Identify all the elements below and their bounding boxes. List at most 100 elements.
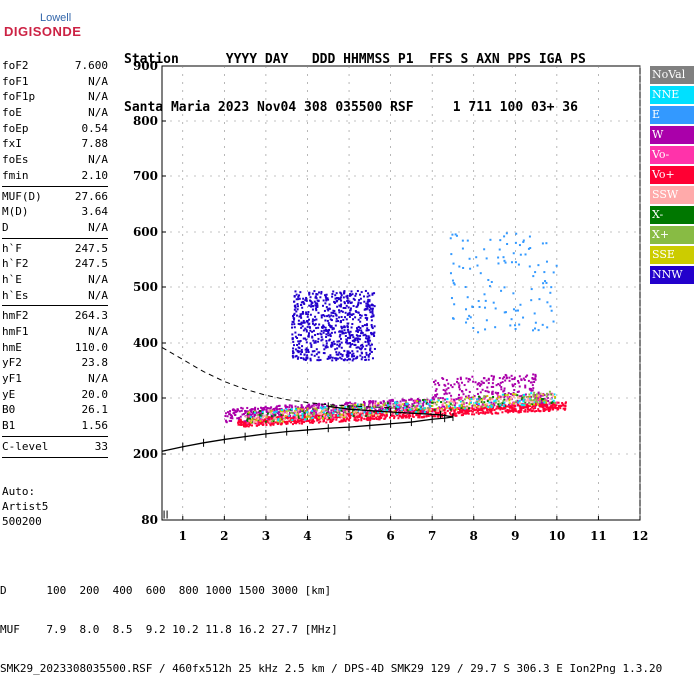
echo-point — [477, 331, 480, 334]
echo-point — [484, 406, 487, 409]
echo-point — [300, 301, 303, 304]
echo-point — [320, 406, 323, 409]
echo-point — [519, 253, 522, 256]
echo-point — [257, 407, 260, 410]
echo-point — [440, 408, 443, 411]
echo-point — [511, 383, 514, 386]
echo-point — [368, 339, 371, 342]
echo-point — [365, 329, 368, 332]
echo-point — [549, 405, 552, 408]
echo-point — [292, 412, 295, 415]
echo-point — [512, 402, 515, 405]
echo-point — [462, 412, 465, 415]
echo-point — [474, 404, 477, 407]
echo-point — [240, 406, 243, 409]
echo-point — [436, 408, 439, 411]
echo-point — [484, 412, 487, 415]
echo-point — [279, 414, 282, 417]
echo-point — [317, 404, 320, 407]
echo-point — [337, 416, 340, 419]
echo-point — [451, 233, 454, 236]
echo-point — [305, 420, 308, 423]
echo-point — [356, 419, 359, 422]
echo-point — [514, 324, 517, 327]
echo-point — [555, 401, 558, 404]
echo-point — [363, 411, 366, 414]
echo-point — [307, 332, 310, 335]
echo-point — [302, 357, 305, 360]
echo-point — [236, 409, 239, 412]
station-header: Station YYYY DAY DDD HHMMSS P1 FFS S AXN… — [124, 20, 586, 132]
echo-point — [539, 397, 542, 400]
echo-point — [280, 413, 283, 416]
echo-point — [305, 410, 308, 413]
echo-point — [476, 388, 479, 391]
echo-point — [277, 411, 280, 414]
echo-point — [434, 395, 437, 398]
logo-digisonde: DIGISONDE — [4, 24, 82, 39]
echo-point — [458, 411, 461, 414]
echo-point — [324, 302, 327, 305]
echo-point — [461, 411, 464, 414]
echo-point — [311, 409, 314, 412]
echo-point — [313, 354, 316, 357]
echo-point — [264, 420, 267, 423]
echo-point — [479, 411, 482, 414]
echo-point — [314, 296, 317, 299]
echo-point — [354, 402, 357, 405]
echo-point — [500, 388, 503, 391]
echo-point — [310, 344, 313, 347]
echo-point — [523, 410, 526, 413]
echo-point — [356, 403, 359, 406]
echo-point — [484, 299, 487, 302]
echo-point — [502, 393, 505, 396]
echo-point — [433, 408, 436, 411]
echo-point — [271, 417, 274, 420]
echo-point — [515, 232, 518, 235]
echo-point — [311, 350, 314, 353]
echo-point — [315, 318, 318, 321]
echo-point — [332, 418, 335, 421]
echo-point — [251, 424, 254, 427]
echo-point — [244, 425, 247, 428]
param-row: B0 26.1 — [2, 402, 108, 418]
echo-point — [529, 403, 532, 406]
echo-point — [486, 403, 489, 406]
echo-point — [315, 413, 318, 416]
echo-point — [451, 279, 454, 282]
echo-point — [377, 418, 380, 421]
echo-point — [337, 411, 340, 414]
echo-point — [301, 420, 304, 423]
echo-point — [323, 415, 326, 418]
echo-point — [348, 300, 351, 303]
echo-point — [300, 404, 303, 407]
echo-point — [421, 408, 424, 411]
echo-point — [368, 417, 371, 420]
echo-point — [294, 304, 297, 307]
echo-point — [437, 399, 440, 402]
echo-point — [234, 413, 237, 416]
echo-point — [551, 394, 554, 397]
echo-point — [517, 381, 520, 384]
echo-point — [338, 420, 341, 423]
echo-point — [324, 345, 327, 348]
echo-point — [300, 417, 303, 420]
echo-point — [355, 419, 358, 422]
echo-point — [325, 333, 328, 336]
echo-point — [444, 401, 447, 404]
echo-point — [433, 398, 436, 401]
echo-point — [518, 375, 521, 378]
param-row: h`E N/A — [2, 272, 108, 288]
echo-point — [451, 414, 454, 417]
echo-point — [460, 404, 463, 407]
echo-point — [394, 409, 397, 412]
echo-point — [512, 384, 515, 387]
echo-point — [502, 404, 505, 407]
echo-point — [317, 412, 320, 415]
echo-point — [503, 259, 506, 262]
echo-point — [491, 404, 494, 407]
echo-point — [422, 404, 425, 407]
echo-point — [352, 297, 355, 300]
echo-point — [382, 400, 385, 403]
echo-point — [305, 347, 308, 350]
